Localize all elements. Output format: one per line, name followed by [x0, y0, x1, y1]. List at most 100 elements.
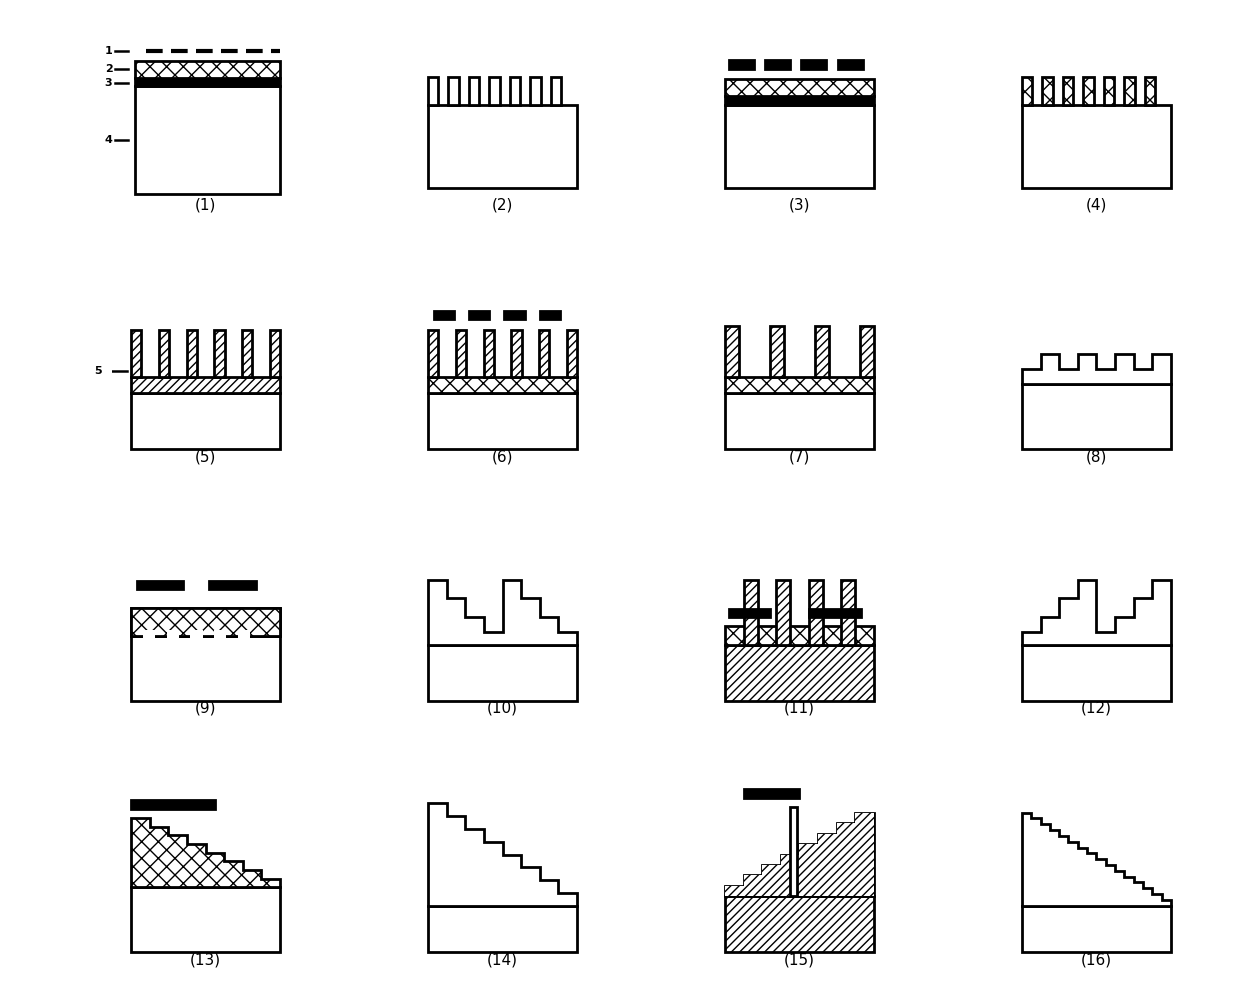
Bar [1125, 77, 1135, 104]
Bar [725, 326, 739, 376]
Bar [510, 77, 521, 104]
Bar [725, 104, 874, 188]
Bar [490, 77, 500, 104]
Bar [551, 77, 562, 104]
Bar [1145, 77, 1156, 104]
Bar [744, 789, 800, 798]
Text: (1): (1) [195, 197, 216, 212]
Bar [801, 60, 827, 69]
Bar [729, 609, 770, 617]
Bar [428, 376, 577, 393]
Text: 3: 3 [105, 78, 113, 88]
Bar [725, 96, 874, 104]
Bar [135, 61, 280, 77]
Bar [744, 580, 758, 645]
Bar [838, 60, 863, 69]
Text: (6): (6) [492, 449, 513, 464]
Bar [469, 77, 479, 104]
Polygon shape [725, 813, 874, 897]
Text: 1: 1 [104, 45, 113, 55]
Bar [238, 630, 250, 651]
Text: (10): (10) [487, 701, 518, 716]
Text: (15): (15) [784, 952, 815, 967]
Bar [456, 330, 466, 376]
Bar [131, 393, 280, 449]
Text: 4: 4 [104, 135, 113, 145]
Bar [725, 376, 874, 393]
Bar [725, 393, 874, 449]
Bar [815, 326, 830, 376]
Polygon shape [131, 818, 280, 887]
Bar [135, 86, 280, 194]
Bar [861, 326, 874, 376]
Bar [505, 311, 525, 319]
Bar [725, 79, 874, 96]
Bar [539, 330, 549, 376]
Text: (7): (7) [789, 449, 810, 464]
Bar [808, 580, 823, 645]
Bar [790, 807, 796, 897]
Text: 5: 5 [94, 366, 102, 376]
Bar [567, 330, 577, 376]
Bar [131, 376, 280, 393]
Text: (16): (16) [1081, 952, 1112, 967]
Polygon shape [1022, 580, 1171, 645]
Bar [469, 311, 490, 319]
Text: (4): (4) [1086, 197, 1107, 212]
Bar [166, 630, 179, 651]
Bar [1022, 384, 1171, 449]
Text: (12): (12) [1081, 701, 1112, 716]
Text: (8): (8) [1086, 449, 1107, 464]
Bar [842, 580, 856, 645]
Bar [428, 104, 577, 188]
Bar [131, 330, 141, 376]
Bar [1022, 104, 1171, 188]
Text: (11): (11) [784, 701, 815, 716]
Bar [765, 60, 790, 69]
Bar [729, 60, 754, 69]
Bar [511, 330, 522, 376]
Bar [136, 581, 184, 589]
Bar [531, 77, 541, 104]
Bar [1022, 906, 1171, 952]
Text: 2: 2 [104, 64, 113, 74]
Bar [428, 906, 577, 952]
Bar [131, 800, 215, 809]
Bar [131, 608, 280, 636]
Text: (5): (5) [195, 449, 216, 464]
Polygon shape [1022, 813, 1171, 906]
Bar [191, 630, 202, 651]
Bar [131, 887, 280, 952]
Text: (14): (14) [487, 952, 518, 967]
Bar [484, 330, 494, 376]
Bar [210, 581, 255, 589]
Bar [242, 330, 253, 376]
Bar [215, 330, 224, 376]
Text: (9): (9) [195, 701, 216, 716]
Bar [808, 609, 861, 617]
Polygon shape [1022, 354, 1171, 384]
Bar [449, 77, 459, 104]
Bar [1063, 77, 1073, 104]
Bar [270, 330, 280, 376]
Bar [539, 311, 560, 319]
Bar [1084, 77, 1094, 104]
Polygon shape [725, 813, 874, 897]
Bar [1104, 77, 1114, 104]
Bar [434, 311, 454, 319]
Bar [770, 326, 784, 376]
Bar [428, 330, 438, 376]
Bar [725, 897, 874, 952]
Bar [143, 630, 155, 651]
Bar [1022, 645, 1171, 701]
Bar [1022, 77, 1032, 104]
Bar [776, 580, 790, 645]
Polygon shape [428, 803, 577, 906]
Text: (2): (2) [492, 197, 513, 212]
Bar [725, 645, 874, 701]
Bar [131, 636, 280, 701]
Text: (13): (13) [190, 952, 221, 967]
Text: (3): (3) [789, 197, 810, 212]
Bar [159, 330, 169, 376]
Bar [215, 630, 227, 651]
